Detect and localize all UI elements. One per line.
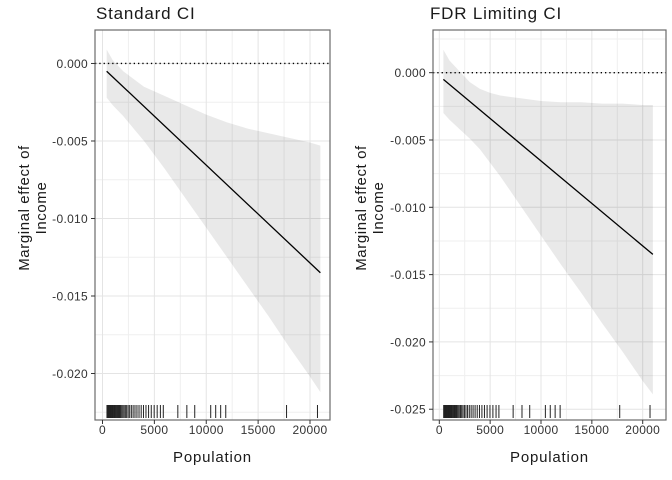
x-tick-label: 20000	[625, 423, 660, 437]
confidence-ribbon	[106, 49, 321, 393]
panel-title-fdr-limiting-ci: FDR Limiting CI	[430, 4, 562, 23]
y-tick-label: -0.010	[390, 201, 426, 215]
x-tick-label: 20000	[293, 423, 328, 437]
x-tick-label: 5000	[140, 423, 168, 437]
marginal-effect-line	[442, 78, 654, 255]
y-tick-label: -0.015	[52, 289, 88, 303]
x-tick-label: 15000	[574, 423, 609, 437]
panel-border	[94, 29, 331, 421]
y-tick-label: 0.000	[56, 57, 88, 71]
y-tick-label: -0.020	[52, 367, 88, 381]
y-tick-label: -0.010	[52, 212, 88, 226]
y-tick-label: -0.005	[390, 133, 426, 147]
y-tick-label: -0.015	[390, 268, 426, 282]
y-tick-label: 0.000	[394, 66, 426, 80]
y-tick-label: -0.005	[52, 134, 88, 148]
x-axis-title-left: Population	[173, 449, 252, 466]
x-tick-label: 0	[436, 423, 443, 437]
panel-title-standard-ci: Standard CI	[96, 4, 196, 23]
y-axis-title-left: Marginal effect of Income	[16, 145, 50, 271]
x-axis-title-right: Population	[510, 449, 589, 466]
x-tick-label: 15000	[241, 423, 276, 437]
panel-border	[432, 29, 667, 421]
x-tick-label: 0	[99, 423, 106, 437]
x-tick-label: 10000	[189, 423, 224, 437]
marginal-effect-line	[106, 70, 321, 274]
x-tick-label: 10000	[524, 423, 559, 437]
x-tick-label: 5000	[476, 423, 504, 437]
y-tick-label: -0.020	[390, 335, 426, 349]
panel-background	[433, 30, 666, 420]
confidence-ribbon	[443, 49, 653, 395]
y-tick-label: -0.025	[390, 403, 426, 417]
y-axis-title-right: Marginal effect of Income	[353, 145, 387, 271]
panel-background	[95, 30, 330, 420]
